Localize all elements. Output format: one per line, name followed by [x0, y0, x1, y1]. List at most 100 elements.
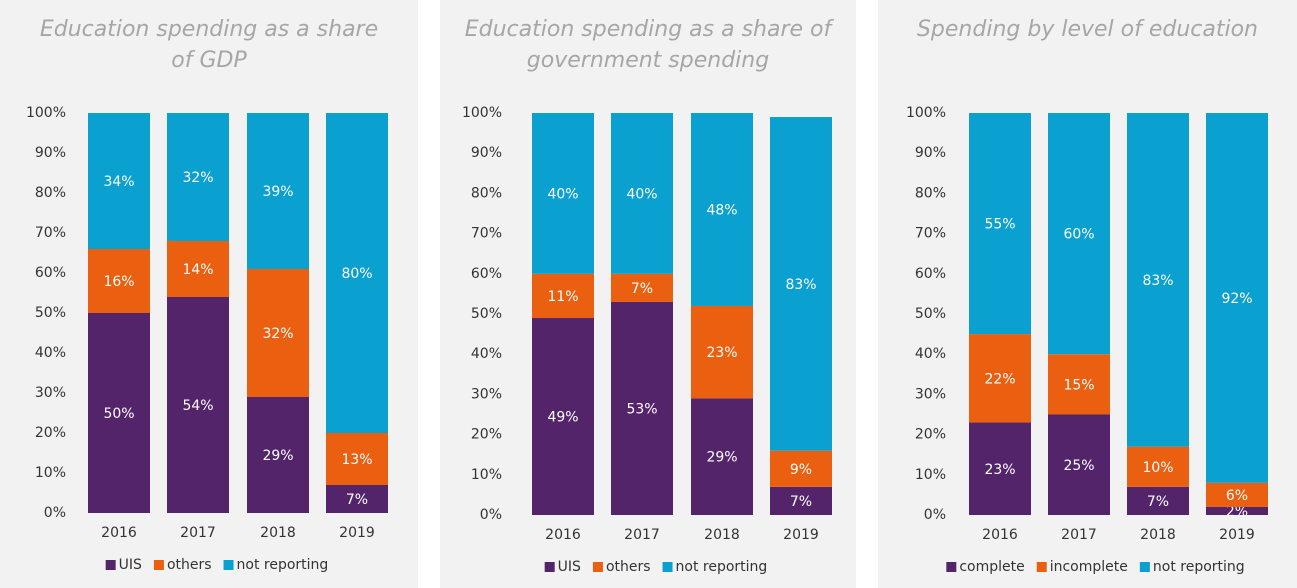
bar-segment: [532, 273, 594, 319]
data-label: 10%: [1142, 460, 1173, 476]
legend-label: others: [606, 559, 651, 575]
data-label: 2%: [1226, 504, 1248, 520]
data-label: 83%: [785, 277, 816, 293]
x-tick-label: 2018: [704, 527, 740, 543]
x-tick-label: 2016: [982, 527, 1018, 543]
legend-label: not reporting: [1153, 559, 1245, 575]
data-label: 14%: [182, 262, 213, 278]
bar-segment: [1206, 506, 1268, 515]
bar-segment: [1127, 446, 1189, 487]
x-tick-label: 2016: [101, 525, 137, 541]
bar-segment: [1048, 414, 1110, 515]
x-tick-label: 2019: [339, 525, 375, 541]
y-tick-label: 80%: [471, 185, 502, 201]
x-tick-label: 2018: [260, 525, 296, 541]
y-tick-label: 0%: [44, 505, 66, 521]
bar-segment: [611, 113, 673, 274]
data-label: 7%: [1147, 494, 1169, 510]
bar-segment: [611, 301, 673, 515]
bar-segment: [691, 305, 753, 399]
y-tick-label: 0%: [480, 507, 502, 523]
bar-segment: [247, 269, 309, 397]
x-tick-label: 2018: [1140, 527, 1176, 543]
bar-segment: [88, 113, 150, 249]
x-tick-label: 2019: [783, 527, 819, 543]
data-label: 13%: [341, 452, 372, 468]
chart-title: Education spending as a share of governm…: [464, 17, 832, 73]
bar-segment: [532, 113, 594, 274]
bar-segment: [770, 450, 832, 487]
y-tick-label: 60%: [35, 265, 66, 281]
y-tick-label: 40%: [35, 345, 66, 361]
chart-title: Spending by level of education: [916, 17, 1259, 42]
data-label: 92%: [1221, 291, 1252, 307]
y-tick-label: 50%: [35, 305, 66, 321]
data-label: 7%: [346, 492, 368, 508]
data-label: 29%: [262, 448, 293, 464]
bar-segment: [1127, 113, 1189, 447]
y-tick-label: 20%: [35, 425, 66, 441]
y-tick-label: 90%: [471, 145, 502, 161]
data-label: 7%: [631, 281, 653, 297]
bar-segment: [326, 113, 388, 433]
legend-label: UIS: [119, 557, 142, 573]
y-tick-label: 70%: [915, 226, 946, 242]
data-label: 40%: [626, 186, 657, 202]
data-label: 6%: [1226, 488, 1248, 504]
y-tick-label: 0%: [924, 507, 946, 523]
y-tick-label: 40%: [915, 346, 946, 362]
bar-segment: [969, 334, 1031, 423]
y-tick-label: 80%: [915, 185, 946, 201]
y-tick-label: 80%: [35, 185, 66, 201]
legend-swatch: [1139, 562, 1150, 572]
y-tick-label: 60%: [915, 266, 946, 282]
data-label: 40%: [547, 186, 578, 202]
y-tick-label: 20%: [915, 427, 946, 443]
bar-segment: [88, 249, 150, 313]
data-label: 48%: [706, 202, 737, 218]
bar-segment: [247, 397, 309, 513]
bar-segment: [969, 422, 1031, 515]
y-tick-label: 100%: [26, 105, 66, 121]
data-label: 25%: [1063, 458, 1094, 474]
y-tick-label: 10%: [35, 465, 66, 481]
data-label: 16%: [103, 274, 134, 290]
bar-segment: [1206, 482, 1268, 507]
y-tick-label: 30%: [471, 386, 502, 402]
chart-title: Education spending as a share of GDP: [39, 17, 379, 73]
bar-segment: [247, 113, 309, 269]
data-label: 55%: [984, 217, 1015, 233]
legend-label: others: [167, 557, 212, 573]
legend-swatch: [662, 562, 673, 572]
x-tick-label: 2017: [624, 527, 660, 543]
y-tick-label: 30%: [35, 385, 66, 401]
legend-swatch: [105, 560, 116, 570]
data-label: 34%: [103, 174, 134, 190]
y-tick-label: 20%: [471, 427, 502, 443]
y-tick-label: 100%: [906, 105, 946, 121]
data-label: 23%: [706, 345, 737, 361]
legend-swatch: [153, 560, 164, 570]
legend-swatch: [592, 562, 603, 572]
legend-label: not reporting: [676, 559, 768, 575]
bar-segment: [1127, 486, 1189, 515]
bar-segment: [326, 433, 388, 485]
y-tick-label: 90%: [35, 145, 66, 161]
data-label: 39%: [262, 184, 293, 200]
x-tick-label: 2019: [1219, 527, 1255, 543]
y-tick-label: 10%: [915, 467, 946, 483]
bar-segment: [770, 117, 832, 451]
legend-swatch: [223, 560, 234, 570]
x-tick-label: 2017: [180, 525, 216, 541]
y-tick-label: 70%: [35, 225, 66, 241]
bar-segment: [167, 297, 229, 513]
legend-swatch: [946, 562, 957, 572]
legend-swatch: [544, 562, 555, 572]
y-tick-label: 10%: [471, 467, 502, 483]
y-tick-label: 100%: [462, 105, 502, 121]
data-label: 50%: [103, 406, 134, 422]
legend-label: not reporting: [237, 557, 329, 573]
y-tick-label: 60%: [471, 266, 502, 282]
